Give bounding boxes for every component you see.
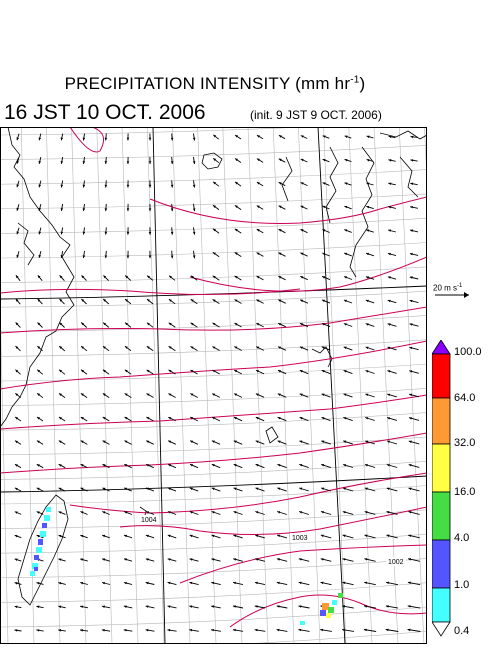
colorbar-label-0-4: 0.4 (454, 625, 470, 637)
reference-vector-arrow (435, 292, 469, 298)
precip-cells (30, 507, 343, 625)
wind-vectors (14, 133, 421, 632)
colorbar-label-16: 16.0 (454, 486, 476, 498)
title-close: ) (359, 74, 366, 93)
colorbar-label-4: 4.0 (454, 532, 470, 544)
colorbar-label-64: 64.0 (454, 392, 476, 404)
isobar-labels: 1004 1003 1002 (139, 515, 406, 566)
isobar-label-1004: 1004 (141, 517, 157, 524)
ref-sup: -1 (457, 283, 463, 289)
map-title: PRECIPITATION INTENSITY (mm hr-1) (0, 74, 430, 94)
reference-vector-label: 20 m s-1 (433, 283, 462, 293)
model-grid (0, 127, 427, 644)
weather-map: 1004 1003 1002 (0, 127, 427, 644)
colorbar-label-1: 1.0 (454, 579, 470, 591)
isobar-label-1003: 1003 (292, 535, 308, 542)
isobar-label-1002: 1002 (388, 559, 404, 566)
colorbar-label-100: 100.0 (454, 346, 482, 358)
ref-text: 20 m s (433, 283, 458, 293)
title-text: PRECIPITATION INTENSITY (mm hr (64, 74, 351, 93)
coastlines (0, 127, 427, 606)
map-frame (0, 127, 427, 644)
isobars (0, 127, 427, 628)
init-time: (init. 9 JST 9 OCT. 2006) (250, 108, 382, 122)
title-unit-sup: -1 (350, 74, 360, 86)
color-bar (432, 340, 451, 637)
colorbar-label-32: 32.0 (454, 437, 476, 449)
valid-time: 16 JST 10 OCT. 2006 (4, 101, 206, 124)
